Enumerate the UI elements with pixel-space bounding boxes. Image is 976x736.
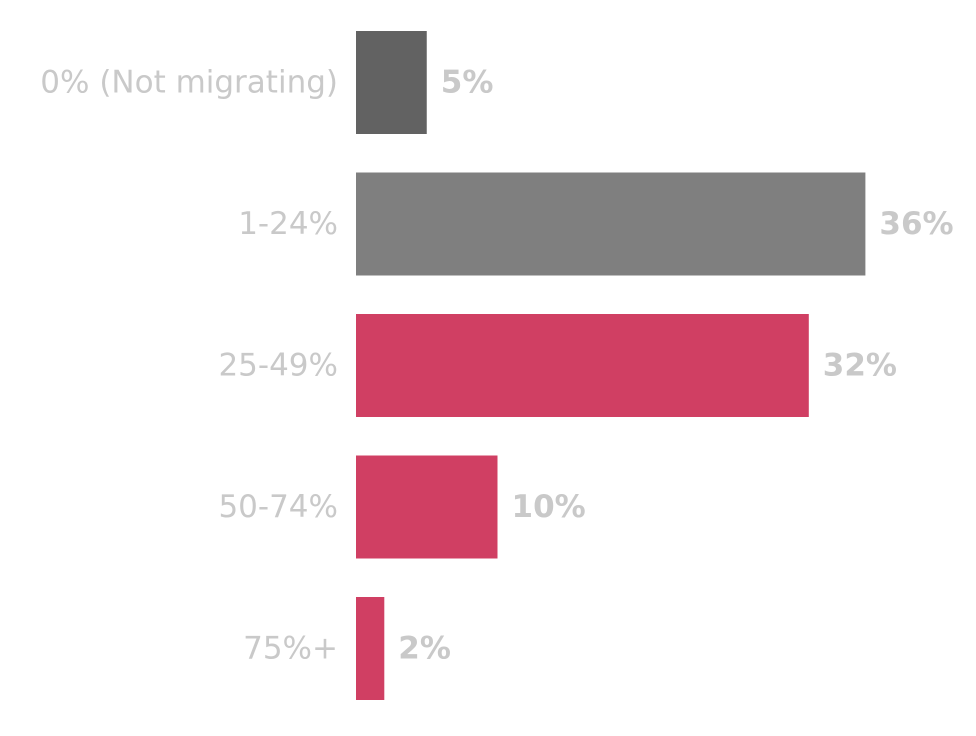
category-label-0-not-migrating: 0% (Not migrating) [40,65,338,101]
bar-25-49 [356,314,809,417]
value-label-75: 2% [398,631,451,667]
category-label-75: 75%+ [243,631,338,667]
category-label-25-49: 25-49% [218,348,338,384]
bar-1-24 [356,172,866,276]
value-label-50-74: 10% [512,489,586,525]
value-label-25-49: 32% [823,348,897,384]
bar-0-not-migrating [356,31,427,134]
bar-50-74 [356,455,498,559]
category-label-1-24: 1-24% [238,206,338,242]
value-label-0-not-migrating: 5% [441,65,494,101]
value-label-1-24: 36% [879,206,953,242]
category-label-50-74: 50-74% [218,489,338,525]
bar-75 [356,597,385,700]
